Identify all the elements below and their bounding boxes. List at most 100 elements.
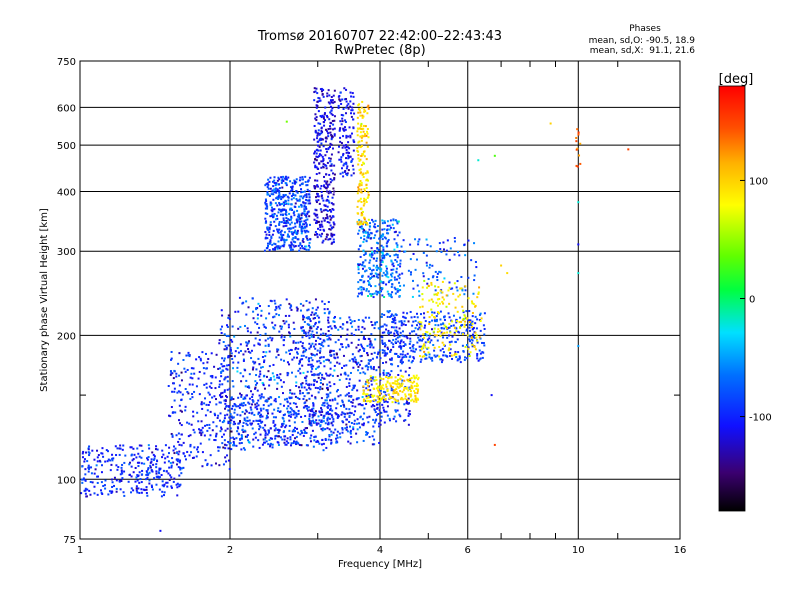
data-point — [442, 351, 445, 354]
data-point — [325, 387, 328, 390]
data-point — [456, 251, 459, 254]
data-point — [240, 395, 243, 398]
data-point — [372, 274, 375, 277]
data-point — [301, 178, 304, 181]
data-point — [301, 345, 304, 348]
data-point — [383, 236, 386, 239]
data-point — [199, 357, 202, 360]
data-point — [385, 283, 388, 286]
data-point — [315, 199, 318, 202]
data-point — [360, 345, 363, 348]
data-point — [281, 424, 284, 427]
data-point — [468, 338, 471, 341]
data-point — [415, 376, 418, 379]
data-point — [272, 185, 275, 188]
data-point — [373, 236, 376, 239]
data-point — [134, 480, 137, 483]
data-point — [280, 176, 283, 179]
data-point — [198, 356, 201, 359]
data-point — [140, 488, 143, 491]
data-point — [323, 175, 326, 178]
data-point — [259, 373, 262, 376]
data-point — [304, 245, 307, 248]
data-point — [341, 98, 344, 101]
data-point — [130, 465, 133, 468]
data-point — [320, 127, 323, 130]
data-point — [307, 331, 310, 334]
data-point — [314, 386, 317, 389]
data-point — [453, 327, 456, 330]
data-point — [283, 241, 286, 244]
data-point — [110, 491, 113, 494]
data-point — [328, 434, 331, 437]
data-point — [268, 194, 271, 197]
data-point — [280, 210, 283, 213]
data-point — [392, 343, 395, 346]
data-point — [120, 479, 123, 482]
data-point — [410, 394, 413, 397]
data-point — [234, 404, 237, 407]
data-point — [371, 275, 374, 278]
data-point — [457, 330, 460, 333]
data-point — [130, 475, 133, 478]
data-point — [419, 328, 422, 331]
data-point — [172, 449, 175, 452]
data-point — [264, 424, 267, 427]
data-point — [326, 423, 329, 426]
data-point — [171, 457, 174, 460]
data-point — [415, 387, 418, 390]
data-point — [326, 209, 329, 212]
data-point — [274, 246, 277, 249]
data-point — [305, 427, 308, 430]
data-point — [189, 445, 192, 448]
data-point — [282, 180, 285, 183]
data-point — [295, 231, 298, 234]
data-point — [339, 325, 342, 328]
data-point — [430, 308, 433, 311]
data-point — [281, 213, 284, 216]
data-point — [233, 408, 236, 411]
data-point — [106, 460, 109, 463]
data-point — [271, 372, 274, 375]
data-point — [380, 259, 383, 262]
data-point — [437, 312, 440, 315]
data-point — [400, 374, 403, 377]
data-point — [358, 184, 361, 187]
data-point — [358, 422, 361, 425]
data-point — [135, 489, 138, 492]
data-point — [403, 379, 406, 382]
data-point — [398, 277, 401, 280]
data-point — [364, 383, 367, 386]
data-point — [352, 149, 355, 152]
data-point — [195, 358, 198, 361]
data-point — [354, 360, 357, 363]
data-point — [399, 289, 402, 292]
data-point — [91, 481, 94, 484]
data-point — [224, 429, 227, 432]
data-point — [477, 292, 480, 295]
data-point — [302, 354, 305, 357]
data-point — [430, 339, 433, 342]
data-point — [433, 327, 436, 330]
data-point — [93, 458, 96, 461]
data-point — [361, 367, 364, 370]
data-point — [309, 320, 312, 323]
data-point — [278, 410, 281, 413]
data-point — [320, 195, 323, 198]
data-point — [294, 202, 297, 205]
data-point — [300, 383, 303, 386]
data-point — [348, 151, 351, 154]
data-point — [405, 387, 408, 390]
data-point — [278, 236, 281, 239]
data-point — [264, 237, 267, 240]
data-point — [438, 355, 441, 358]
data-point — [287, 233, 290, 236]
data-point — [315, 106, 318, 109]
data-point — [390, 385, 393, 388]
data-point — [170, 476, 173, 479]
data-point — [392, 218, 395, 221]
data-point — [421, 338, 424, 341]
data-point — [290, 189, 293, 192]
data-point — [84, 479, 87, 482]
data-point — [364, 393, 367, 396]
